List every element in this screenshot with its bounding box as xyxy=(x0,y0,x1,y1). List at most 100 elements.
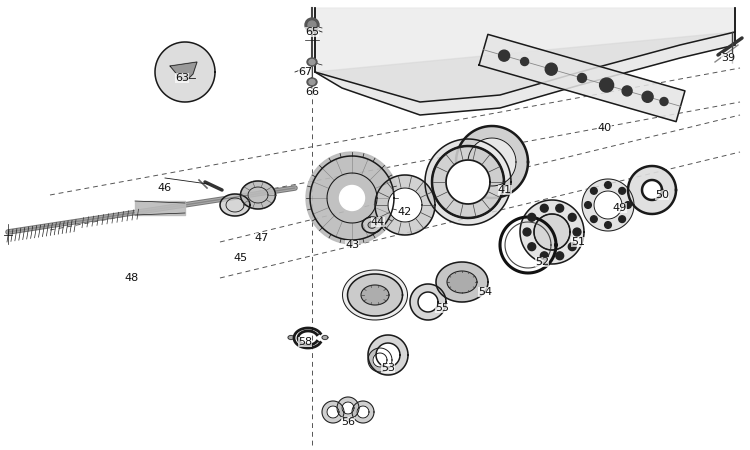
Ellipse shape xyxy=(309,59,315,64)
Text: 51: 51 xyxy=(571,237,585,247)
Circle shape xyxy=(590,216,597,222)
Text: 42: 42 xyxy=(398,207,412,217)
Circle shape xyxy=(534,214,570,250)
Circle shape xyxy=(305,18,319,32)
Ellipse shape xyxy=(436,262,488,302)
Text: 45: 45 xyxy=(233,253,247,263)
Circle shape xyxy=(308,21,316,29)
Circle shape xyxy=(368,348,392,372)
Circle shape xyxy=(376,343,400,367)
Circle shape xyxy=(432,146,504,218)
Circle shape xyxy=(568,213,576,221)
Circle shape xyxy=(468,138,516,186)
Circle shape xyxy=(540,252,548,260)
Circle shape xyxy=(619,216,626,222)
Circle shape xyxy=(446,160,490,204)
Circle shape xyxy=(573,228,581,236)
Circle shape xyxy=(599,78,613,92)
Circle shape xyxy=(642,91,653,102)
Text: 48: 48 xyxy=(124,273,140,283)
Ellipse shape xyxy=(288,336,294,339)
Text: 44: 44 xyxy=(370,217,386,227)
Circle shape xyxy=(622,86,632,96)
Circle shape xyxy=(568,243,576,251)
Ellipse shape xyxy=(307,78,317,86)
Circle shape xyxy=(155,42,215,102)
Circle shape xyxy=(340,185,364,211)
Circle shape xyxy=(642,180,662,200)
Polygon shape xyxy=(315,32,735,115)
Circle shape xyxy=(604,182,611,189)
Ellipse shape xyxy=(343,270,407,320)
Circle shape xyxy=(528,243,536,251)
Text: 53: 53 xyxy=(381,363,395,373)
Text: 58: 58 xyxy=(298,337,312,347)
Text: 54: 54 xyxy=(478,287,492,297)
Ellipse shape xyxy=(322,336,328,339)
Circle shape xyxy=(368,335,408,375)
Text: 56: 56 xyxy=(341,417,355,427)
Ellipse shape xyxy=(362,217,382,233)
Circle shape xyxy=(520,200,584,264)
Text: 39: 39 xyxy=(721,53,735,63)
Text: 52: 52 xyxy=(535,257,549,267)
Circle shape xyxy=(528,213,536,221)
Text: 41: 41 xyxy=(498,185,512,195)
Circle shape xyxy=(520,58,529,66)
Ellipse shape xyxy=(361,285,389,305)
Text: 65: 65 xyxy=(305,27,319,37)
Ellipse shape xyxy=(220,194,250,216)
Circle shape xyxy=(619,188,626,194)
Text: 46: 46 xyxy=(158,183,172,193)
Ellipse shape xyxy=(307,58,317,66)
Circle shape xyxy=(456,126,528,198)
Circle shape xyxy=(628,166,676,214)
Circle shape xyxy=(556,204,564,212)
Circle shape xyxy=(540,204,548,212)
Ellipse shape xyxy=(447,271,477,293)
Circle shape xyxy=(499,50,509,61)
Circle shape xyxy=(357,406,369,418)
Text: 63: 63 xyxy=(175,73,189,83)
Circle shape xyxy=(388,188,422,222)
Circle shape xyxy=(306,152,398,244)
Circle shape xyxy=(604,222,611,228)
Circle shape xyxy=(322,401,344,423)
Text: 55: 55 xyxy=(435,303,449,313)
Circle shape xyxy=(337,397,359,419)
Text: 47: 47 xyxy=(255,233,269,243)
Circle shape xyxy=(585,202,591,208)
Text: 43: 43 xyxy=(345,240,359,250)
Text: 49: 49 xyxy=(613,203,627,213)
Text: 40: 40 xyxy=(598,123,612,133)
Polygon shape xyxy=(170,62,197,80)
Text: 50: 50 xyxy=(655,190,669,200)
Ellipse shape xyxy=(368,222,376,228)
Text: 66: 66 xyxy=(305,87,319,97)
Circle shape xyxy=(556,252,564,260)
Circle shape xyxy=(523,228,531,236)
Circle shape xyxy=(375,175,435,235)
Polygon shape xyxy=(315,8,735,102)
Text: 67: 67 xyxy=(298,67,312,77)
Circle shape xyxy=(594,191,622,219)
Circle shape xyxy=(660,98,668,105)
Circle shape xyxy=(432,146,504,218)
Circle shape xyxy=(352,401,374,423)
Circle shape xyxy=(590,188,597,194)
Circle shape xyxy=(373,353,387,367)
Circle shape xyxy=(418,292,438,312)
Ellipse shape xyxy=(347,274,403,316)
Circle shape xyxy=(534,214,570,250)
Circle shape xyxy=(582,179,634,231)
Circle shape xyxy=(425,139,511,225)
Ellipse shape xyxy=(241,181,275,209)
Circle shape xyxy=(545,63,557,75)
Ellipse shape xyxy=(309,80,315,85)
Circle shape xyxy=(327,406,339,418)
Circle shape xyxy=(342,402,354,414)
Circle shape xyxy=(578,73,586,82)
Circle shape xyxy=(410,284,446,320)
Polygon shape xyxy=(479,34,685,122)
Circle shape xyxy=(625,202,632,208)
